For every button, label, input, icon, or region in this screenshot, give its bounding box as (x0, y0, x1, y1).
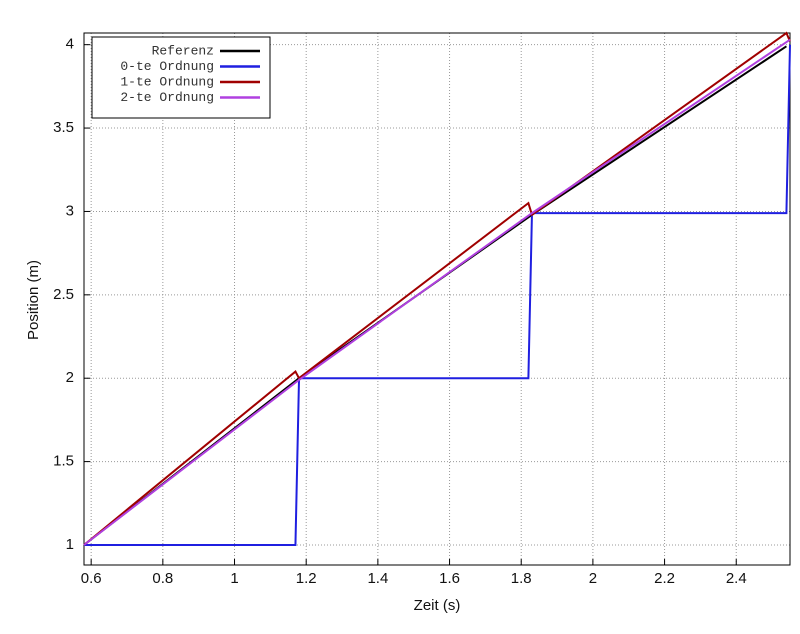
series-line (83, 38, 791, 546)
y-tick-label: 2 (66, 369, 74, 386)
x-axis-label: Zeit (s) (414, 597, 461, 614)
x-tick-label: 0.6 (81, 570, 102, 587)
x-tick-label: 1.6 (439, 570, 460, 587)
legend-label: 0-te Ordnung (120, 59, 214, 74)
x-tick-label: 1.4 (367, 570, 388, 587)
y-tick-label: 2.5 (53, 286, 74, 303)
x-tick-label: 1.2 (296, 570, 317, 587)
x-tick-label: 1 (230, 570, 238, 587)
x-tick-label: 0.8 (152, 570, 173, 587)
legend-label: 2-te Ordnung (120, 90, 214, 105)
plot-frame (83, 32, 791, 566)
y-tick-label: 3.5 (53, 119, 74, 136)
legend-label: 1-te Ordnung (120, 74, 214, 89)
legend-label: Referenz (152, 43, 214, 58)
series-line (83, 31, 791, 546)
y-tick-label: 1 (66, 536, 74, 553)
x-tick-label: 2 (589, 570, 597, 587)
series-line (83, 45, 787, 546)
y-tick-label: 4 (66, 36, 74, 53)
y-axis-label: Position (m) (25, 260, 42, 340)
x-tick-label: 2.2 (654, 570, 675, 587)
series-line (84, 44, 791, 546)
x-tick-label: 2.4 (726, 570, 747, 587)
y-tick-label: 1.5 (53, 453, 74, 470)
x-tick-label: 1.8 (511, 570, 532, 587)
y-tick-label: 3 (66, 202, 74, 219)
